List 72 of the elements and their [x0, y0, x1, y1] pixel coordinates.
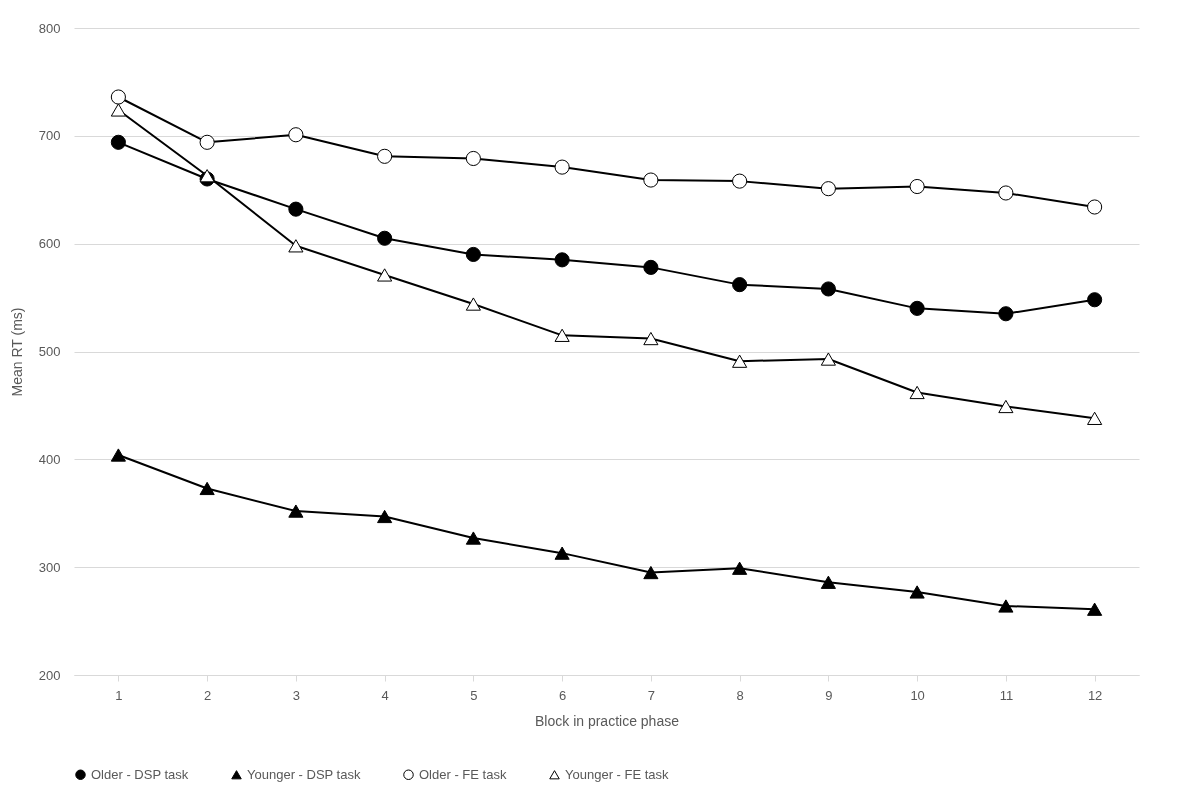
point: [909, 300, 925, 316]
point: [199, 134, 215, 150]
point: [732, 561, 748, 575]
point: [820, 181, 836, 197]
point: [643, 331, 659, 346]
point: [199, 481, 215, 496]
point: [998, 599, 1014, 613]
x-tick-label: 9: [825, 687, 833, 703]
point: [377, 230, 393, 246]
x-tick-label: 3: [292, 687, 300, 703]
point: [998, 185, 1014, 201]
point: [110, 103, 126, 117]
x-tick-label: 2: [204, 687, 212, 703]
point: [732, 354, 748, 368]
y-tick-label: 800: [38, 20, 61, 36]
point: [998, 399, 1014, 414]
y-tick-label: 600: [38, 236, 61, 252]
point: [465, 531, 481, 545]
x-axis-title: Block in practice phase: [535, 712, 680, 729]
point: [1087, 199, 1103, 215]
x-tick-label: 11: [999, 687, 1014, 703]
point: [377, 509, 393, 524]
x-tick-label: 6: [559, 687, 567, 703]
point: [732, 173, 748, 189]
legend-label: Older - DSP task: [91, 766, 189, 782]
x-tick-label: 4: [381, 687, 389, 703]
x-tick-label: 10: [910, 687, 925, 703]
point: [377, 268, 393, 282]
legend-label: Younger - FE task: [565, 766, 670, 782]
point: [820, 281, 836, 297]
point: [1087, 602, 1103, 616]
y-tick-label: 400: [38, 451, 61, 467]
x-tick-label: 5: [470, 687, 478, 703]
x-tick-label: 7: [647, 687, 655, 703]
point: [820, 352, 836, 366]
point: [820, 575, 836, 589]
point: [554, 546, 570, 560]
point: [377, 148, 393, 164]
point: [110, 89, 126, 105]
point: [288, 504, 304, 518]
point: [288, 201, 304, 217]
x-tick-label: 8: [736, 687, 744, 703]
legend-label: Older - FE task: [419, 766, 507, 782]
y-tick-label: 700: [38, 128, 61, 144]
x-tick-label: 1: [115, 687, 123, 703]
point: [554, 252, 570, 268]
point: [1087, 411, 1103, 425]
point: [554, 328, 570, 342]
point: [554, 159, 570, 175]
point: [1087, 292, 1103, 308]
point: [288, 127, 304, 143]
point: [465, 150, 481, 167]
point: [643, 565, 659, 580]
point: [110, 448, 126, 462]
point: [732, 277, 748, 293]
point: [643, 259, 659, 275]
point: [909, 585, 925, 599]
y-axis-title: Mean RT (ms): [8, 307, 25, 397]
point: [465, 297, 481, 311]
point: [998, 306, 1014, 322]
point: [909, 385, 925, 400]
point: [199, 169, 215, 183]
point: [643, 172, 659, 188]
point: [110, 134, 126, 150]
y-tick-label: 500: [38, 344, 61, 359]
point: [909, 178, 925, 195]
y-tick-label: 300: [38, 559, 61, 575]
point: [465, 246, 481, 263]
x-tick-label: 12: [1087, 687, 1103, 703]
y-tick-label: 200: [38, 667, 61, 683]
legend-label: Younger - DSP task: [247, 766, 361, 782]
point: [288, 239, 304, 253]
